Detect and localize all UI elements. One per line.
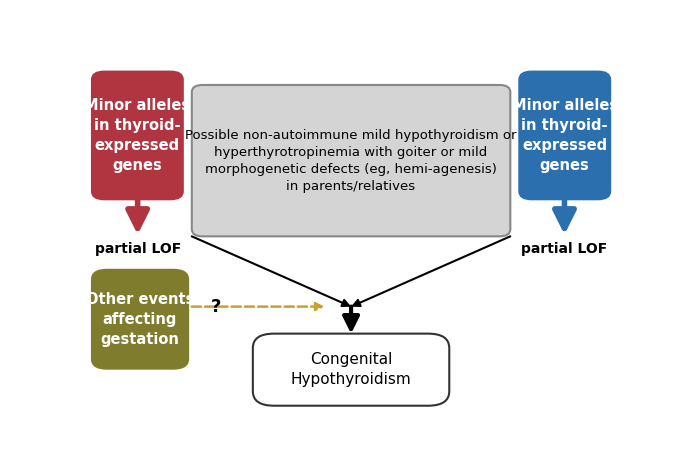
FancyBboxPatch shape xyxy=(91,269,189,370)
FancyBboxPatch shape xyxy=(253,334,449,406)
FancyBboxPatch shape xyxy=(91,71,184,200)
Text: Other events
affecting
gestation: Other events affecting gestation xyxy=(86,292,195,346)
FancyBboxPatch shape xyxy=(519,71,611,200)
Text: ?: ? xyxy=(210,298,221,315)
FancyBboxPatch shape xyxy=(192,85,510,236)
Text: Congenital
Hypothyroidism: Congenital Hypothyroidism xyxy=(290,352,412,387)
Text: Minor alleles
in thyroid-
expressed
genes: Minor alleles in thyroid- expressed gene… xyxy=(84,98,190,173)
Text: Possible non-autoimmune mild hypothyroidism or
hyperthyrotropinemia with goiter : Possible non-autoimmune mild hypothyroid… xyxy=(186,129,516,193)
Text: Minor alleles
in thyroid-
expressed
genes: Minor alleles in thyroid- expressed gene… xyxy=(512,98,618,173)
Text: partial LOF: partial LOF xyxy=(521,242,608,256)
Text: partial LOF: partial LOF xyxy=(95,242,181,256)
